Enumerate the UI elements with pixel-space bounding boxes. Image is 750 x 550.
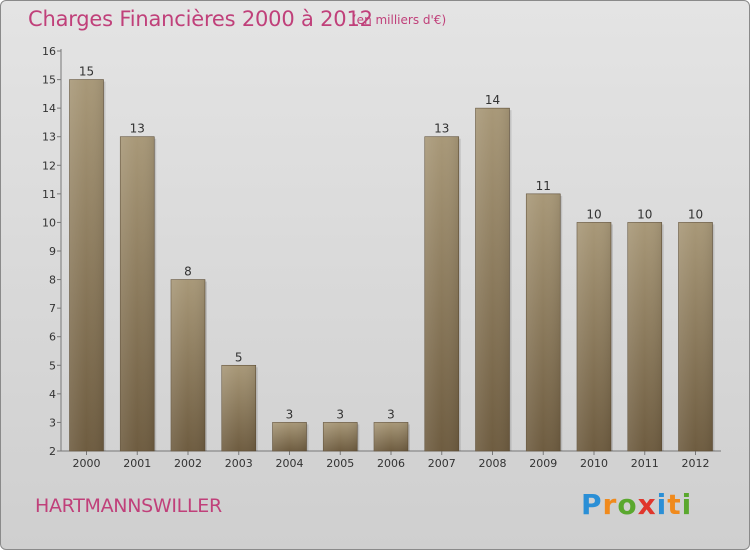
data-label: 13	[130, 122, 145, 136]
logo-letter: x	[637, 488, 657, 521]
x-tick-label: 2005	[326, 457, 354, 470]
proxiti-logo: Proxiti	[581, 488, 692, 521]
bar-highlight	[120, 136, 155, 451]
data-label: 14	[485, 93, 500, 107]
x-tick-label: 2000	[73, 457, 101, 470]
data-label: 10	[586, 207, 601, 221]
data-label: 8	[184, 265, 192, 279]
data-label: 3	[336, 407, 344, 421]
y-tick-label: 4	[49, 388, 56, 401]
bar-highlight	[526, 193, 561, 451]
y-tick-label: 11	[42, 188, 56, 201]
y-tick-label: 9	[49, 245, 56, 258]
bar-highlight	[374, 422, 408, 451]
bar-highlight	[221, 365, 256, 451]
y-tick-label: 10	[42, 216, 56, 229]
logo-letter: t	[667, 488, 682, 521]
bar-highlight	[171, 279, 205, 451]
chart-subtitle: (en milliers d'€)	[352, 13, 447, 27]
x-tick-label: 2002	[174, 457, 202, 470]
y-tick-label: 7	[49, 302, 56, 315]
x-tick-label: 2006	[377, 457, 405, 470]
y-tick-label: 2	[49, 445, 56, 458]
data-label: 10	[688, 207, 703, 221]
bar-highlight	[678, 222, 713, 451]
commune-name: HARTMANNSWILLER	[35, 495, 222, 517]
y-tick-label: 8	[49, 274, 56, 287]
x-tick-label: 2008	[479, 457, 507, 470]
y-tick-label: 6	[49, 331, 56, 344]
logo-letter: P	[581, 488, 603, 521]
y-tick-label: 16	[42, 45, 56, 58]
y-tick-label: 15	[42, 74, 56, 87]
bar-highlight	[627, 222, 662, 451]
x-tick-label: 2009	[529, 457, 557, 470]
data-label: 13	[434, 122, 449, 136]
y-tick-label: 5	[49, 359, 56, 372]
x-tick-label: 2007	[428, 457, 456, 470]
x-tick-label: 2001	[123, 457, 151, 470]
labels: 15 2000 13 2001 8 2002 5 2003 3 2004 3 2005 3 2006 13 2…	[73, 65, 710, 470]
y-tick-label: 13	[42, 131, 56, 144]
x-tick-label: 2010	[580, 457, 608, 470]
x-tick-label: 2012	[682, 457, 710, 470]
bar-highlight	[323, 422, 358, 451]
bar-highlight	[577, 222, 611, 451]
logo-letter: i	[681, 488, 693, 521]
data-label: 11	[536, 179, 551, 193]
y-tick-label: 3	[49, 416, 56, 429]
data-label: 3	[387, 407, 395, 421]
logo-letter: o	[617, 488, 638, 521]
x-tick-label: 2003	[225, 457, 253, 470]
chart-title: Charges Financières 2000 à 2012	[28, 7, 373, 31]
data-label: 10	[637, 207, 652, 221]
x-tick-label: 2004	[276, 457, 304, 470]
data-label: 15	[79, 65, 94, 79]
data-label: 3	[286, 407, 294, 421]
bar-highlight	[424, 136, 459, 451]
logo-letter: r	[602, 488, 618, 521]
y-tick-label: 12	[42, 159, 56, 172]
bars	[69, 79, 715, 452]
y-tick-label: 14	[42, 102, 56, 115]
bar-highlight	[69, 79, 104, 452]
logo-letter: i	[656, 488, 668, 521]
bar-highlight	[475, 108, 510, 452]
x-tick-label: 2011	[631, 457, 659, 470]
bar-highlight	[272, 422, 307, 451]
data-label: 5	[235, 350, 243, 364]
